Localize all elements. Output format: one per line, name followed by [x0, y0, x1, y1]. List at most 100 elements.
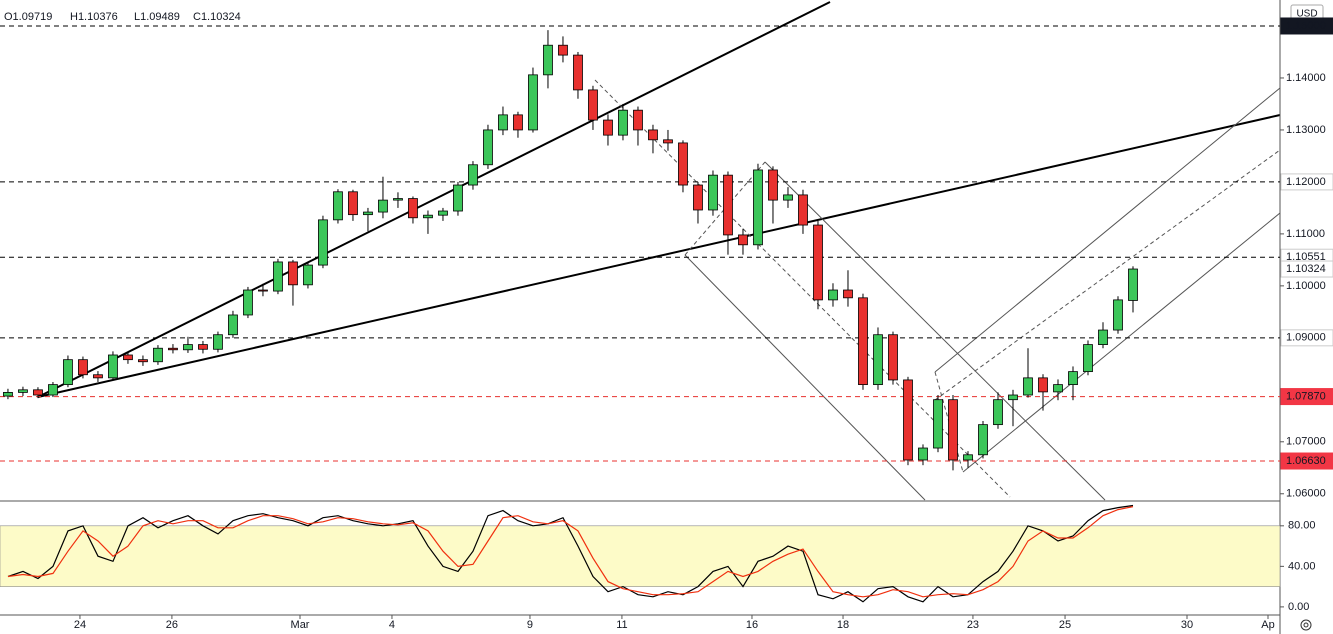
candle-body	[738, 234, 748, 246]
x-tick-label: 23	[967, 619, 979, 631]
price-label-box	[1280, 260, 1333, 278]
candle-body	[798, 194, 808, 226]
candle-body	[663, 139, 673, 144]
candle-body	[303, 264, 313, 286]
price-label-box	[1280, 329, 1333, 347]
candle-body	[63, 359, 73, 386]
candle-body	[228, 314, 238, 336]
candle-body	[843, 289, 853, 299]
candle-body	[1068, 371, 1078, 386]
y-tick-label: 1.13000	[1286, 124, 1326, 136]
candle-body	[138, 359, 148, 363]
candle-body	[363, 211, 373, 216]
candle-body	[528, 74, 538, 131]
candle-body	[33, 389, 43, 396]
oscillator-band	[0, 525, 1281, 587]
ohlc-close: C1.10324	[193, 11, 241, 23]
candle-body	[453, 184, 463, 212]
ohlc-high: H1.10376	[70, 11, 118, 23]
y-tick-label: 1.10000	[1286, 280, 1326, 292]
gear-hub[interactable]	[1303, 622, 1309, 628]
channel-mid	[934, 149, 1281, 401]
candle-body	[48, 384, 58, 396]
price-label: 1.15000	[1286, 20, 1326, 32]
candle-body	[543, 44, 553, 76]
candle-body	[393, 198, 403, 201]
candle-body	[18, 389, 28, 393]
settings-icon[interactable]	[1300, 619, 1312, 631]
candle-body	[348, 191, 358, 216]
trend-line	[37, 1, 831, 398]
candle-body	[933, 399, 943, 449]
y-tick-label: 1.06000	[1286, 488, 1326, 500]
candle-body	[768, 169, 778, 201]
price-label-box	[1280, 388, 1333, 406]
candle-body	[723, 174, 733, 236]
candle-body	[1008, 394, 1018, 401]
candle-body	[423, 214, 433, 219]
candle-body	[828, 289, 838, 301]
candle-body	[603, 119, 613, 136]
candle-body	[123, 354, 133, 361]
x-tick-label: 18	[837, 619, 849, 631]
candle-body	[438, 210, 448, 216]
x-tick-label: 24	[74, 619, 86, 631]
channel-line	[962, 212, 1281, 473]
candle-body	[408, 198, 418, 219]
y-tick-label: 1.11000	[1286, 228, 1325, 240]
candle-body	[333, 191, 343, 221]
candle-body	[678, 142, 688, 186]
candle-body	[1023, 377, 1033, 396]
candle-body	[168, 347, 178, 351]
candle-body	[558, 44, 568, 56]
candle-body	[183, 344, 193, 351]
candle-body	[918, 447, 928, 461]
candle-body	[1053, 384, 1063, 393]
x-tick-label: 16	[746, 619, 758, 631]
candle-body	[1113, 299, 1123, 331]
candle-body	[573, 54, 583, 91]
candle-body	[873, 334, 883, 386]
candle-body	[888, 334, 898, 381]
price-label-box	[1280, 173, 1333, 191]
price-label: 1.10551	[1286, 251, 1326, 263]
candle-body	[93, 374, 103, 379]
price-label: 1.07870	[1286, 390, 1326, 402]
x-tick-label: 26	[166, 619, 178, 631]
candle-body	[153, 347, 163, 363]
candle-body	[1128, 268, 1138, 301]
trend-line	[37, 114, 1281, 398]
candle-body	[633, 109, 643, 131]
candle-body	[753, 169, 763, 246]
channel-line	[764, 161, 1106, 501]
candle-body	[78, 359, 88, 376]
price-label: 1.06630	[1286, 455, 1326, 467]
candle-body	[993, 399, 1003, 426]
candle-body	[648, 129, 658, 141]
x-tick-label: Mar	[291, 619, 310, 631]
candle-body	[963, 454, 973, 461]
candle-body	[483, 129, 493, 166]
candle-body	[813, 224, 823, 301]
x-tick-label: 30	[1181, 619, 1193, 631]
x-tick-label: 9	[527, 619, 533, 631]
candle-body	[1083, 344, 1093, 373]
price-label: 1.10324	[1286, 263, 1326, 275]
ohlc-legend: O1.09719 H1.10376 L1.09489 C1.10324	[4, 11, 241, 23]
price-label-box	[1280, 452, 1333, 470]
osc-tick-label: 0.00	[1288, 601, 1309, 613]
y-tick-label: 1.14000	[1286, 72, 1326, 84]
candle-body	[288, 261, 298, 286]
candle-body	[783, 194, 793, 201]
currency[interactable]: USD	[1296, 9, 1317, 20]
ohlc-open: O1.09719	[4, 11, 52, 23]
candle-body	[258, 289, 268, 292]
candle-body	[858, 297, 868, 386]
price-label-box	[1280, 17, 1333, 35]
candle-body	[378, 199, 388, 213]
candle-body	[588, 89, 598, 121]
x-tick-label: 4	[389, 619, 395, 631]
channel-line	[684, 254, 926, 501]
gear[interactable]	[1300, 619, 1312, 631]
